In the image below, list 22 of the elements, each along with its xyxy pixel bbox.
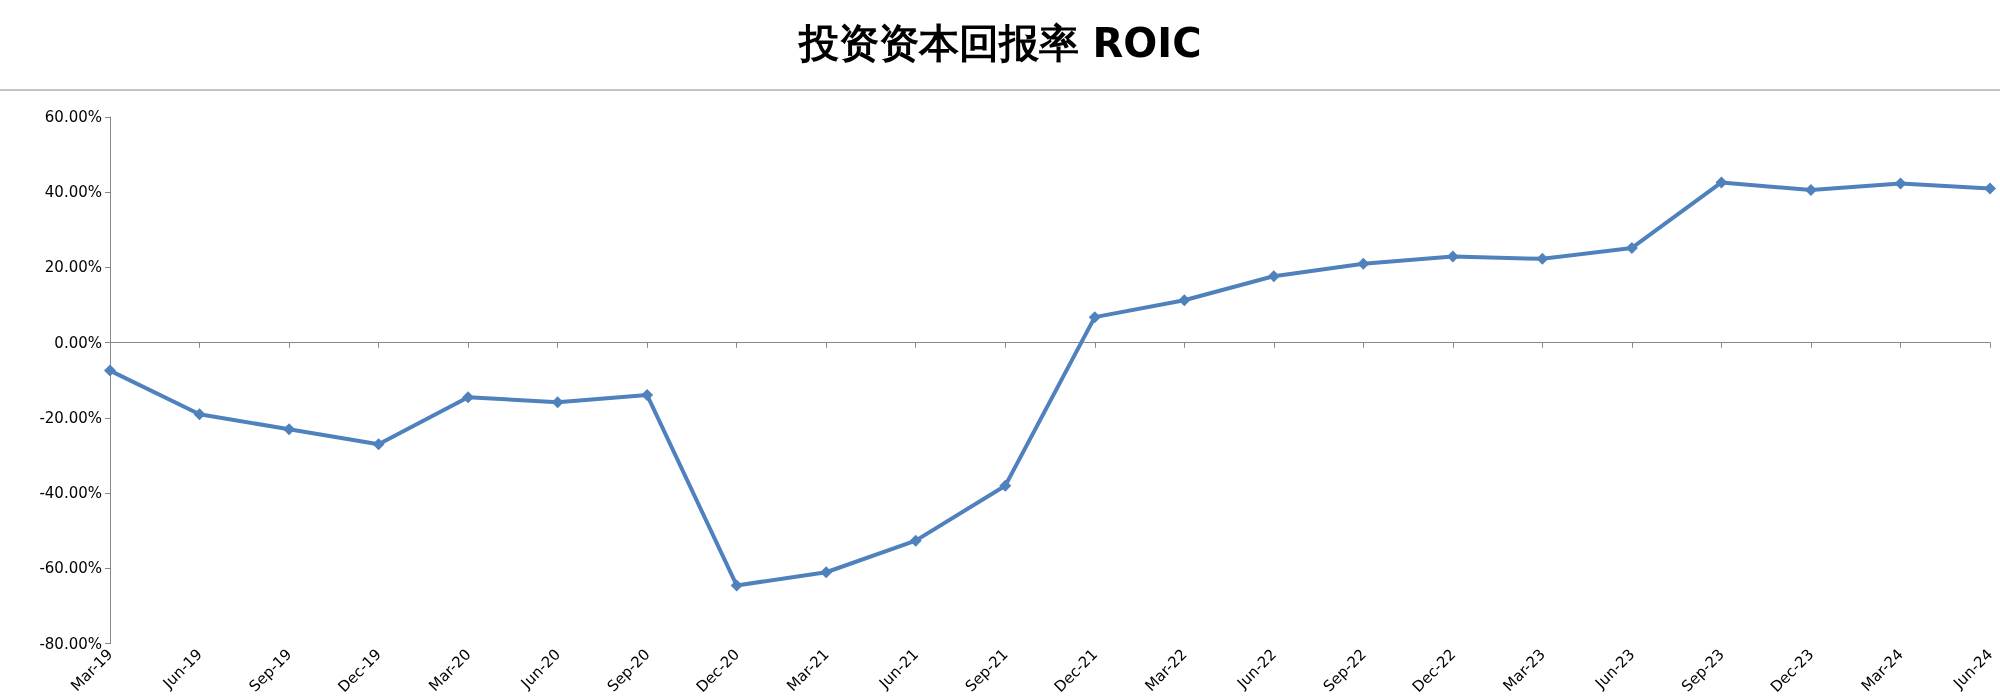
point xyxy=(1088,311,1101,324)
y-tick-label: -60.00% xyxy=(39,559,102,578)
point xyxy=(641,389,654,402)
y-tick-label: -80.00% xyxy=(39,634,102,653)
point xyxy=(730,579,743,592)
point xyxy=(1984,182,1996,195)
point xyxy=(909,534,922,547)
point xyxy=(283,423,296,436)
y-tick-label: 40.00% xyxy=(44,183,102,202)
point xyxy=(1178,294,1191,307)
point xyxy=(999,479,1012,492)
y-tick-label: 60.00% xyxy=(44,108,102,126)
point xyxy=(1267,270,1280,283)
point xyxy=(104,364,116,377)
point xyxy=(372,438,385,451)
chart-title: 投资资本回报率 ROIC xyxy=(796,20,1202,66)
y-tick-label: -20.00% xyxy=(39,408,102,427)
point xyxy=(193,408,206,421)
point xyxy=(820,566,833,579)
y-tick-label: -40.00% xyxy=(39,484,102,503)
y-tick-label: 20.00% xyxy=(44,258,102,277)
y-tick-label: 0.00% xyxy=(54,333,102,352)
